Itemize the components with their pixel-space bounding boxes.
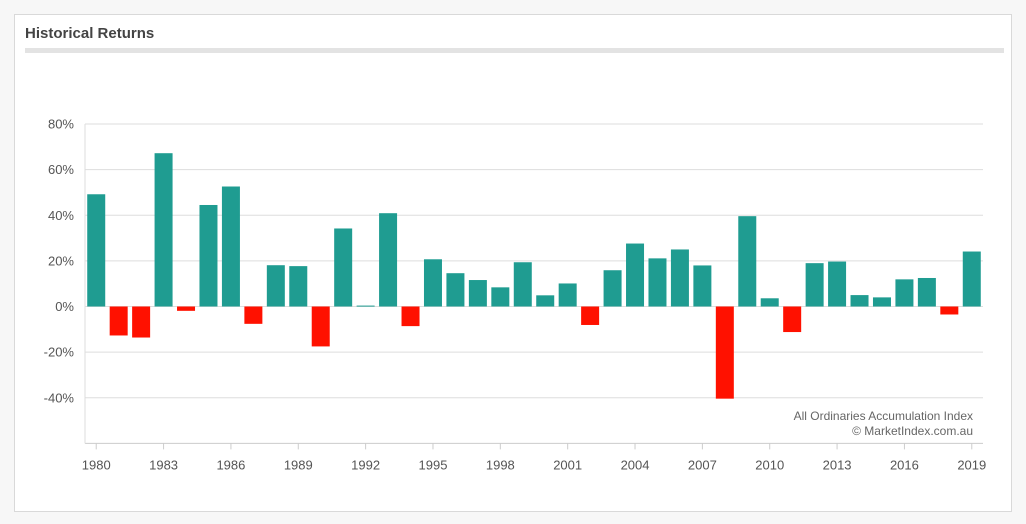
bar-2019 (962, 251, 981, 307)
x-tick-label: 2010 (755, 457, 784, 472)
y-tick-label: 40% (48, 208, 74, 223)
bar-1985 (199, 204, 218, 307)
bar-1990 (311, 306, 330, 347)
x-tick-label: 2001 (553, 457, 582, 472)
y-tick-label: 20% (48, 253, 74, 268)
bar-1989 (289, 266, 308, 307)
bar-1981 (109, 306, 128, 336)
bar-1998 (491, 287, 510, 307)
bar-1997 (468, 280, 487, 307)
x-tick-label: 2007 (688, 457, 717, 472)
bar-1995 (423, 259, 442, 307)
source-annotation: © MarketIndex.com.au (852, 424, 973, 438)
x-tick-label: 1989 (284, 457, 313, 472)
bar-1999 (513, 262, 532, 307)
x-tick-label: 1980 (82, 457, 111, 472)
y-tick-label: 60% (48, 162, 74, 177)
gridlines (84, 123, 983, 444)
bar-2011 (783, 306, 802, 333)
bar-1980 (87, 194, 106, 307)
x-tick-label: 2016 (890, 457, 919, 472)
chart-card: Historical Returns 80% 60% 40% 20% 0% -20% -40… (14, 14, 1012, 512)
bar-2009 (738, 216, 757, 307)
bar-1986 (221, 186, 240, 307)
y-axis: 80% 60% 40% 20% 0% -20% -40% (44, 117, 75, 406)
bar-chart: 80%60%40%20%0%-20%-40% 1980 1983 1986 1989 1… (44, 117, 987, 473)
bar-1984 (177, 306, 196, 311)
x-tick-label: 1995 (419, 457, 448, 472)
bar-2003 (603, 270, 622, 307)
bar-1988 (266, 265, 285, 307)
bar-2006 (670, 249, 689, 307)
bar-2008 (715, 306, 734, 399)
x-tick-label: 1992 (351, 457, 380, 472)
bars (87, 153, 981, 399)
y-tick-label: 80% (48, 117, 74, 132)
source-annotation: All Ordinaries Accumulation Index (794, 409, 973, 423)
bar-2015 (872, 297, 891, 307)
bar-2013 (828, 261, 847, 307)
bar-2012 (805, 263, 824, 307)
bar-2017 (917, 277, 936, 307)
bar-2004 (626, 243, 645, 307)
title-divider (25, 48, 1004, 53)
x-axis: 1980 1983 1986 1989 1992 1995 1998 2001 2004 2007… (82, 443, 986, 472)
bar-2002 (581, 306, 600, 325)
bar-1987 (244, 306, 263, 324)
bar-2000 (536, 295, 555, 307)
bar-1993 (379, 213, 398, 307)
bar-2014 (850, 295, 869, 307)
bar-1982 (132, 306, 151, 338)
bar-1996 (446, 273, 465, 307)
x-tick-label: 2013 (823, 457, 852, 472)
x-tick-label: 2004 (621, 457, 650, 472)
bar-2016 (895, 279, 914, 307)
x-tick-label: 1998 (486, 457, 515, 472)
bar-2005 (648, 258, 667, 307)
y-tick-label: -20% (44, 345, 75, 360)
bar-1992 (356, 305, 375, 307)
y-tick-label: 0% (55, 299, 74, 314)
chart-title: Historical Returns (25, 25, 155, 42)
bar-2018 (940, 306, 959, 315)
annotations: All Ordinaries Accumulation Index© Marke… (794, 409, 973, 438)
bar-2010 (760, 298, 779, 307)
x-tick-label: 1986 (216, 457, 245, 472)
bar-2001 (558, 283, 577, 307)
x-tick-label: 2019 (957, 457, 986, 472)
bar-1991 (334, 228, 353, 307)
bar-1994 (401, 306, 420, 327)
bar-1983 (154, 153, 173, 307)
y-tick-label: -40% (44, 390, 75, 405)
x-tick-label: 1983 (149, 457, 178, 472)
bar-2007 (693, 265, 712, 307)
